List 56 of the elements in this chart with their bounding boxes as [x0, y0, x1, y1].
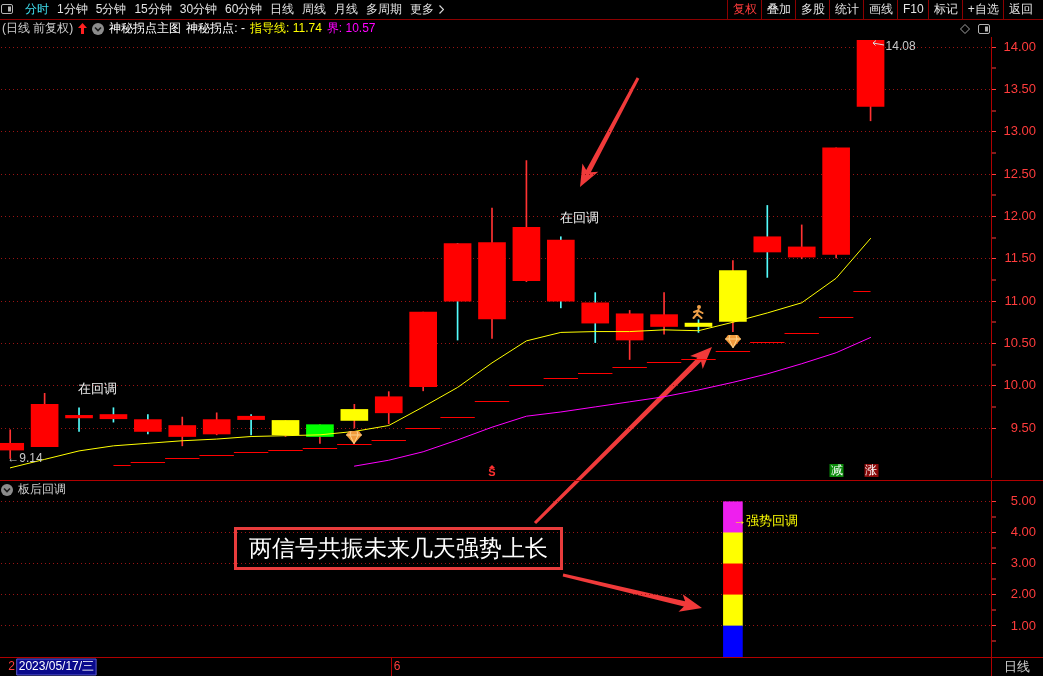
y-tick-label: 12.00	[1003, 208, 1036, 224]
text: 周线	[302, 2, 327, 16]
text: 返回	[1008, 2, 1033, 16]
candlestick	[753, 205, 782, 278]
text: 复权	[733, 2, 757, 16]
annotation: 14.08	[885, 38, 916, 53]
candlestick	[237, 414, 265, 436]
text: 神秘拐点: -	[186, 20, 245, 37]
text: 月线	[334, 2, 359, 16]
text: 多周期	[366, 2, 403, 16]
text: 指导线: 11.74	[250, 20, 322, 37]
text: 叠加	[767, 2, 791, 16]
chart-title: 板后回调	[18, 481, 66, 498]
y-tick-label: 1.00	[1010, 617, 1036, 633]
y-tick-label: 3.00	[1010, 555, 1036, 571]
y-tick-label: 9.50	[1010, 419, 1036, 435]
chart-subtitle: 神秘拐点主图	[109, 20, 182, 37]
y-tick-label: 14.00	[1003, 38, 1036, 54]
annotation: 在回调	[559, 210, 599, 226]
y-tick-label: 10.50	[1003, 334, 1036, 350]
text: 多股	[801, 2, 825, 16]
y-tick-label: 5.00	[1010, 493, 1036, 509]
text: 6	[393, 659, 401, 674]
y-tick-label: 4.00	[1010, 524, 1036, 540]
annotation: 涨	[865, 462, 878, 477]
text: 15分钟	[134, 2, 172, 16]
y-tick-label: 13.00	[1003, 123, 1036, 139]
text: 更多	[410, 2, 435, 16]
y-tick-label: 11.50	[1004, 250, 1036, 266]
text: 统计	[835, 2, 859, 16]
annotation: 减	[830, 462, 843, 477]
text: 标记	[933, 2, 958, 16]
annotation: 两信号共振未来几天强势上长	[249, 535, 548, 562]
y-tick-label: 10.00	[1003, 377, 1036, 393]
annotation: 在回调	[78, 381, 118, 397]
text: 2	[8, 659, 16, 674]
callout-box: 两信号共振未来几天强势上长	[234, 527, 563, 570]
y-tick-label: 11.00	[1004, 292, 1036, 308]
candlestick	[65, 407, 93, 432]
y-tick-label: 12.50	[1003, 165, 1036, 181]
text: 60分钟	[225, 2, 263, 16]
text: 1分钟	[57, 2, 88, 16]
text: 分时	[25, 2, 49, 16]
chart-title: (日线 前复权)	[2, 20, 74, 37]
text: 2023/05/17/三	[18, 659, 95, 674]
text: 日线	[270, 2, 295, 16]
text: 30分钟	[179, 2, 218, 16]
y-tick-label: 13.50	[1003, 81, 1036, 97]
annotation: S	[488, 466, 496, 478]
text: 5分钟	[95, 2, 127, 16]
text: +自选	[967, 2, 999, 16]
y-tick-label: 2.00	[1010, 586, 1036, 602]
text: 画线	[869, 2, 893, 16]
text: 界: 10.57	[326, 20, 376, 37]
text: 日线	[1004, 658, 1030, 674]
text: F10	[903, 2, 924, 16]
